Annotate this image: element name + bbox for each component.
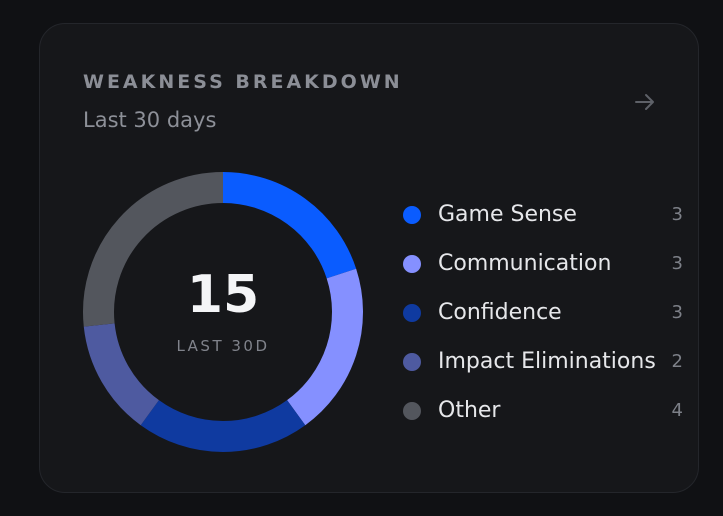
legend-item-game-sense[interactable]: Game Sense 3 (403, 190, 683, 239)
donut-segment-other[interactable] (83, 172, 224, 327)
card-title: WEAKNESS BREAKDOWN (83, 71, 403, 93)
legend-dot (403, 401, 421, 420)
donut-segment-communication[interactable] (286, 268, 363, 426)
legend-count: 3 (671, 204, 683, 225)
weakness-breakdown-card: WEAKNESS BREAKDOWN Last 30 days 15 LAST … (39, 23, 699, 493)
legend-count: 3 (671, 302, 683, 323)
legend-item-impact-eliminations[interactable]: Impact Eliminations 2 (403, 337, 683, 386)
donut-segment-game-sense[interactable] (222, 172, 357, 279)
donut-svg (83, 172, 363, 452)
legend-item-confidence[interactable]: Confidence 3 (403, 288, 683, 337)
donut-total-label: LAST 30D (176, 337, 270, 355)
donut-segment-confidence[interactable] (140, 399, 306, 452)
legend-dot (403, 303, 421, 322)
legend-label: Communication (438, 251, 612, 276)
legend-dot (403, 205, 421, 224)
legend-count: 3 (671, 253, 683, 274)
legend-label: Other (438, 398, 501, 423)
open-details-button[interactable] (628, 85, 662, 119)
donut-segment-impact-eliminations[interactable] (83, 322, 160, 426)
legend-count: 4 (671, 400, 683, 421)
card-subtitle: Last 30 days (83, 108, 217, 132)
arrow-right-icon (635, 94, 654, 110)
donut-chart: 15 LAST 30D (82, 171, 364, 453)
legend-dot (403, 254, 421, 273)
donut-total: 15 (186, 265, 260, 325)
legend-label: Impact Eliminations (438, 349, 656, 374)
legend-label: Confidence (438, 300, 562, 325)
legend-dot (403, 352, 421, 371)
legend-item-communication[interactable]: Communication 3 (403, 239, 683, 288)
legend-item-other[interactable]: Other 4 (403, 386, 683, 435)
legend-count: 2 (671, 351, 683, 372)
legend-label: Game Sense (438, 202, 577, 227)
legend: Game Sense 3 Communication 3 Confidence … (403, 190, 683, 435)
